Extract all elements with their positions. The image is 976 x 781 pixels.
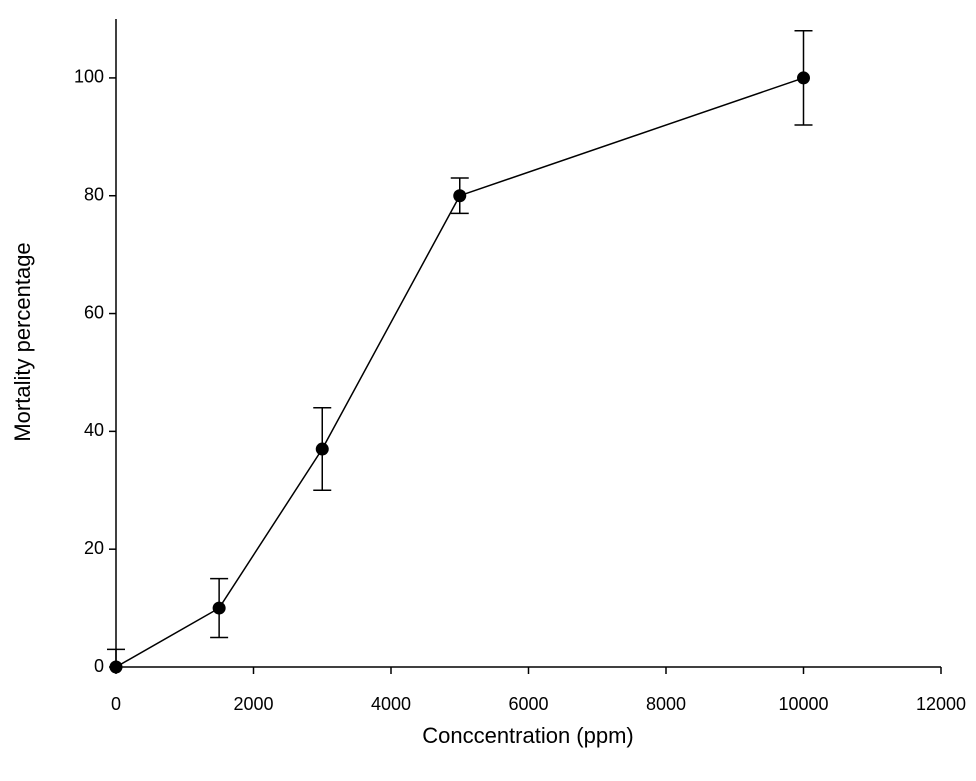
data-point [212,601,226,615]
x-tick-label: 6000 [508,694,548,714]
data-point [453,189,467,203]
x-axis-title: Conccentration (ppm) [422,723,634,748]
y-tick-label: 100 [74,67,104,87]
y-tick-label: 0 [94,656,104,676]
x-tick-label: 0 [111,694,121,714]
data-point [315,442,329,456]
x-tick-label: 10000 [778,694,828,714]
x-tick-label: 4000 [371,694,411,714]
y-tick-label: 20 [84,538,104,558]
x-tick-label: 8000 [646,694,686,714]
y-tick-label: 40 [84,420,104,440]
data-point [109,660,123,674]
data-point [797,71,810,85]
x-tick-label: 12000 [916,694,966,714]
y-axis-title: Mortality percentage [10,242,35,441]
x-tick-label: 2000 [233,694,273,714]
y-tick-label: 80 [84,184,104,204]
y-tick-label: 60 [84,302,104,322]
